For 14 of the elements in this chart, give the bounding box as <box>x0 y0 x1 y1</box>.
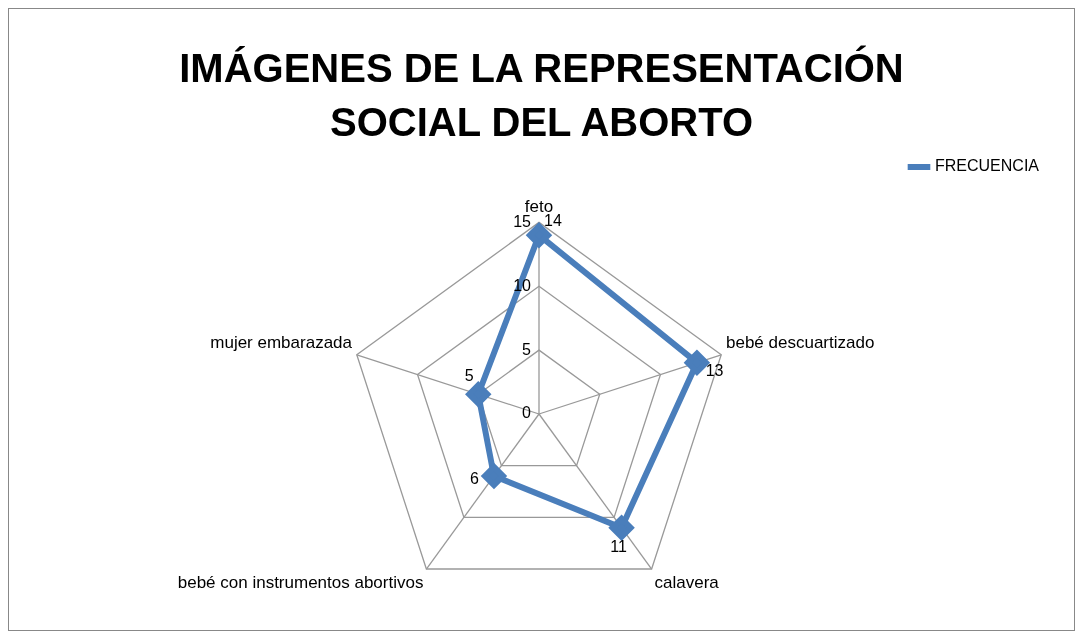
spoke-label: bebé descuartizado <box>725 332 875 352</box>
y-tick-label: 0 <box>522 404 532 422</box>
y-tick-label: 5 <box>522 340 532 358</box>
spoke-label: mujer embarazada <box>210 332 353 352</box>
legend-label: FRECUENCIA <box>934 157 1040 175</box>
data-label: 14 <box>544 211 562 229</box>
y-tick-label: 15 <box>513 212 532 230</box>
spoke-label: calavera <box>654 572 720 592</box>
data-label: 6 <box>469 469 479 487</box>
chart-title: IMÁGENES DE LA REPRESENTACIÓN SOCIAL DEL ABORTO <box>178 44 905 146</box>
data-label: 13 <box>705 362 724 380</box>
spoke-label: bebé con instrumentos abortivos <box>177 572 424 592</box>
data-label: 5 <box>464 367 474 385</box>
data-label: 11 <box>610 537 627 555</box>
